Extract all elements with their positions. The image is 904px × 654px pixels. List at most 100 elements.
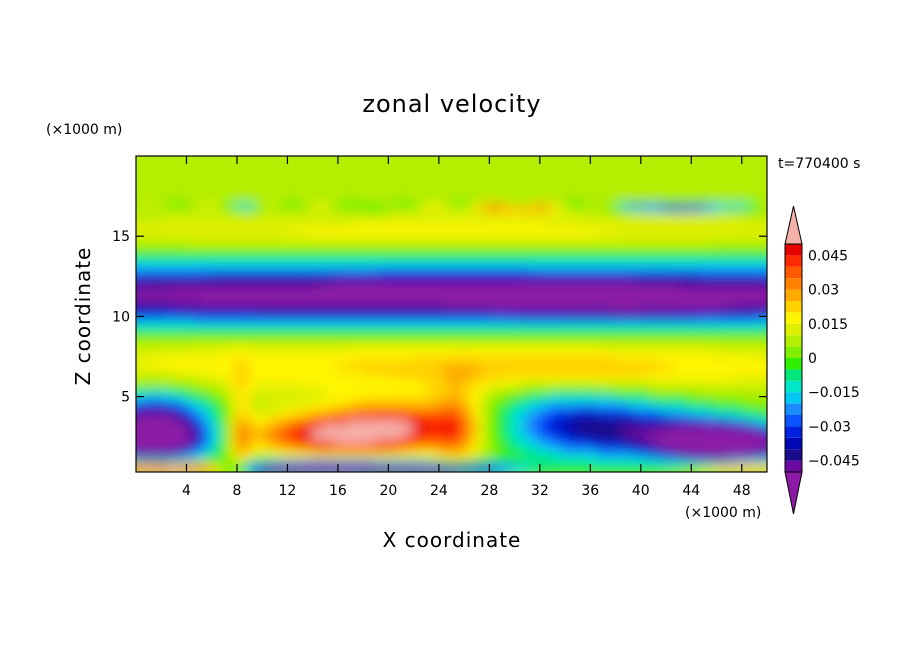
field-cell [699, 220, 705, 225]
field-cell [384, 180, 390, 185]
field-cell [714, 192, 720, 197]
field-cell [624, 284, 630, 289]
field-cell [419, 260, 425, 265]
field-cell [674, 216, 680, 221]
field-cell [514, 220, 520, 225]
field-cell [214, 288, 220, 293]
field-cell [644, 176, 650, 181]
field-cell [409, 280, 415, 285]
field-cell [409, 180, 415, 185]
field-cell [434, 292, 440, 297]
field-cell [749, 264, 755, 269]
field-cell [329, 220, 335, 225]
field-cell [269, 288, 275, 293]
field-cell [639, 168, 645, 173]
field-cell [334, 276, 340, 281]
field-cell [209, 272, 215, 277]
field-cell [454, 260, 460, 265]
field-cell [504, 268, 510, 273]
field-cell [244, 288, 250, 293]
field-cell [229, 172, 235, 177]
field-cell [659, 264, 665, 269]
field-cell [714, 288, 720, 293]
field-cell [304, 284, 310, 289]
field-cell [414, 276, 420, 281]
field-cell [439, 268, 445, 273]
field-cell [414, 148, 420, 153]
field-cell [599, 264, 605, 269]
field-cell [149, 184, 155, 189]
field-cell [609, 288, 615, 293]
field-cell [614, 200, 620, 205]
field-cell [274, 232, 280, 237]
field-cell [419, 176, 425, 181]
field-cell [224, 264, 230, 269]
field-cell [619, 220, 625, 225]
field-cell [334, 228, 340, 233]
field-cell [374, 272, 380, 277]
field-cell [499, 164, 505, 169]
field-cell [489, 196, 495, 201]
field-cell [679, 268, 685, 273]
field-cell [379, 228, 385, 233]
field-cell [759, 236, 765, 241]
field-cell [174, 172, 180, 177]
field-cell [454, 184, 460, 189]
field-cell [759, 248, 765, 253]
field-cell [724, 184, 730, 189]
field-cell [294, 252, 300, 257]
field-cell [174, 236, 180, 241]
field-cell [469, 184, 475, 189]
field-cell [136, 168, 140, 173]
field-cell [124, 148, 130, 153]
field-cell [294, 188, 300, 193]
field-cell [689, 288, 695, 293]
field-cell [519, 172, 525, 177]
field-cell [644, 216, 650, 221]
field-cell [329, 164, 335, 169]
field-cell [184, 216, 190, 221]
field-cell [724, 204, 730, 209]
field-cell [344, 280, 350, 285]
field-cell [394, 208, 400, 213]
field-cell [504, 184, 510, 189]
field-cell [714, 224, 720, 229]
field-cell [249, 204, 255, 209]
field-cell [534, 248, 540, 253]
field-cell [414, 144, 420, 149]
field-cell [524, 208, 530, 213]
field-cell [644, 208, 650, 213]
field-cell [684, 288, 690, 293]
field-cell [524, 204, 530, 209]
field-cell [744, 208, 750, 213]
field-cell [429, 280, 435, 285]
field-cell [234, 224, 240, 229]
field-cell [414, 280, 420, 285]
field-cell [454, 192, 460, 197]
field-cell [144, 280, 150, 285]
field-cell [359, 240, 365, 245]
field-cell [499, 244, 505, 249]
field-cell [209, 208, 215, 213]
field-cell [129, 288, 135, 293]
field-cell [484, 200, 490, 205]
field-cell [519, 176, 525, 181]
field-cell [659, 168, 665, 173]
field-cell [489, 188, 495, 193]
field-cell [754, 240, 760, 245]
field-cell [189, 268, 195, 273]
field-cell [759, 208, 765, 213]
field-cell [354, 192, 360, 197]
field-cell [679, 288, 685, 293]
field-cell [239, 240, 245, 245]
field-cell [429, 148, 435, 153]
field-cell [224, 232, 230, 237]
field-cell [136, 284, 140, 289]
field-cell [174, 204, 180, 209]
field-cell [744, 204, 750, 209]
field-cell [136, 188, 140, 193]
field-cell [209, 232, 215, 237]
field-cell [509, 264, 515, 269]
field-cell [509, 208, 515, 213]
field-cell [529, 172, 535, 177]
